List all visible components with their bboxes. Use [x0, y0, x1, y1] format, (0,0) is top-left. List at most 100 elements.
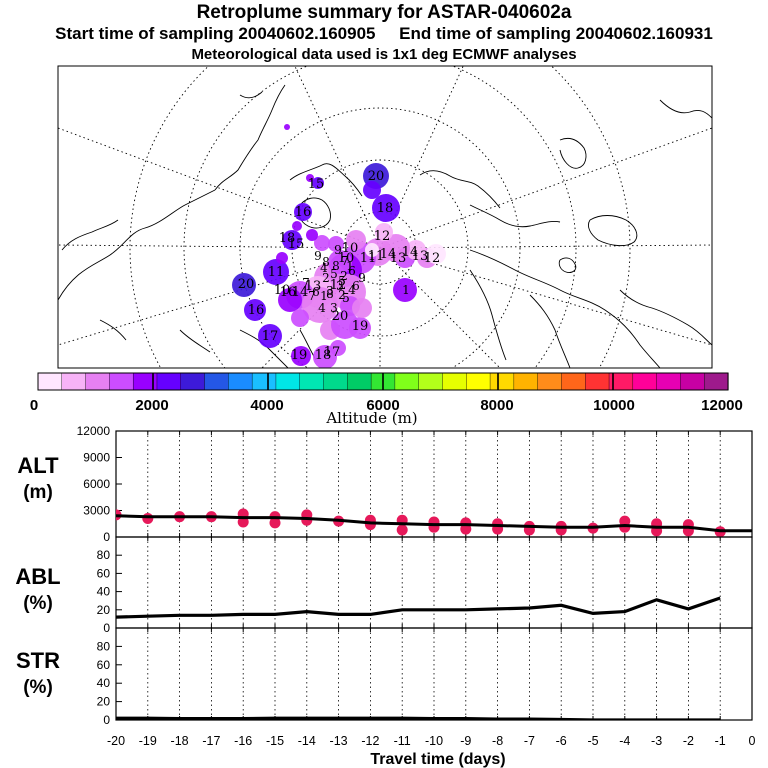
colorbar-swatch: [418, 372, 444, 391]
y-tick-label: 20: [97, 695, 111, 709]
cluster-label: 5: [342, 291, 350, 305]
colorbar-swatch: [323, 372, 348, 391]
cluster-label: 20: [368, 169, 385, 184]
x-tick-label: -3: [651, 734, 662, 748]
cluster-label: 17: [324, 345, 341, 360]
cluster-label: 13: [412, 249, 429, 264]
y-tick-label: 0: [103, 621, 110, 635]
cluster-label: 6: [348, 264, 356, 278]
cluster-label: 6: [312, 285, 320, 299]
cluster-label: 3: [330, 301, 338, 315]
y-tick-label: 20: [97, 603, 111, 617]
alt-point: [619, 521, 631, 533]
x-tick-label: -17: [202, 734, 220, 748]
panel-unit: (m): [23, 482, 53, 503]
x-tick-label: -5: [587, 734, 598, 748]
x-tick-label: -14: [298, 734, 316, 748]
cluster-label: 6: [352, 279, 360, 293]
meteo-source: Meteorological data used is 1x1 deg ECMW…: [191, 46, 577, 63]
cluster-label: 17: [262, 329, 279, 344]
panel-abl-line: [116, 596, 721, 619]
cluster-label: 11: [360, 251, 377, 266]
cluster-label: 11: [268, 265, 285, 280]
colorbar-swatch: [228, 372, 253, 391]
plume-cluster: [352, 298, 372, 318]
plume-cluster: [312, 177, 324, 189]
colorbar-swatch: [109, 372, 134, 391]
plume-cluster: [365, 243, 379, 257]
colorbar-swatch: [537, 372, 563, 391]
alt-line: [116, 514, 752, 533]
x-tick-label: -10: [425, 734, 443, 748]
cluster-label: 18: [315, 348, 332, 363]
plume-cluster: [393, 278, 417, 302]
y-tick-label: 3000: [83, 504, 110, 518]
plume-cluster: [292, 221, 302, 231]
cluster-label: 16: [280, 285, 297, 300]
cluster-label: 7: [302, 276, 310, 290]
colorbar-swatch: [61, 372, 87, 391]
plume-cluster: [306, 174, 314, 182]
x-tick-label: -13: [330, 734, 348, 748]
plume-cluster: [291, 346, 311, 366]
plume-cluster: [291, 309, 309, 327]
x-tick-label: -7: [524, 734, 535, 748]
x-tick-label: -12: [361, 734, 379, 748]
plume-cluster: [372, 194, 400, 222]
coastlines: [58, 84, 712, 368]
cluster-label: 2: [322, 271, 330, 285]
sampling-times: Start time of sampling 20040602.160905 E…: [55, 24, 713, 43]
cluster-label: 12: [424, 251, 441, 266]
cluster-label: 15: [288, 237, 305, 252]
panel-label: STR: [16, 648, 60, 673]
panel-label: ALT: [17, 453, 59, 478]
colorbar-swatch: [251, 372, 277, 391]
x-tick-label: -6: [556, 734, 567, 748]
plume-cluster: [232, 273, 256, 297]
x-tick-label: -11: [394, 734, 411, 748]
y-tick-label: 40: [97, 676, 111, 690]
plume-cluster: [284, 124, 290, 130]
colorbar-swatch: [442, 372, 467, 391]
plume-cluster: [363, 181, 381, 199]
plume-cluster: [426, 244, 446, 264]
plume-cluster: [302, 287, 338, 323]
cluster-label: 9: [334, 243, 342, 257]
x-tick-label: -16: [234, 734, 252, 748]
colorbar-swatch: [37, 372, 63, 391]
str-panel: 0 20 40 60 80 STR (%): [16, 627, 753, 727]
x-tick-label: -20: [107, 734, 125, 748]
x-tick-label: -9: [460, 734, 471, 748]
colorbar-tick-label: 12000: [701, 397, 743, 414]
alt-panel: 0 3000 6000 9000 12000 ALT (m): [17, 424, 753, 544]
plume-cluster: [314, 235, 330, 251]
alt-point: [396, 524, 408, 536]
y-tick-label: 80: [97, 548, 111, 562]
y-tick-label: 40: [97, 585, 111, 599]
plume-cluster: [349, 317, 371, 339]
y-tick-label: 9000: [83, 451, 110, 465]
cluster-label: 20: [332, 309, 349, 324]
cluster-label: 20: [238, 277, 255, 292]
plume-cluster: [278, 288, 302, 312]
cluster-label: 13: [390, 251, 407, 266]
colorbar-swatch: [656, 372, 682, 391]
cluster-label: 16: [295, 205, 312, 220]
cluster-label: 7: [308, 289, 316, 303]
y-tick-label: 80: [97, 639, 111, 653]
x-tick-label: -4: [619, 734, 630, 748]
altitude-colorbar: 0 2000 4000 6000 8000 10000 12000: [30, 372, 743, 414]
colorbar-swatch: [347, 372, 372, 391]
cluster-label: 14: [380, 247, 397, 262]
alt-point: [142, 512, 154, 524]
y-tick-label: 12000: [77, 424, 111, 438]
cluster-label: 2: [338, 288, 346, 302]
panel-str-line: [116, 716, 721, 720]
colorbar-tick-label: 6000: [366, 397, 399, 414]
plume-cluster: [306, 229, 318, 241]
colorbar-tick-label: 0: [30, 397, 38, 414]
cluster-label: 9: [358, 271, 366, 285]
